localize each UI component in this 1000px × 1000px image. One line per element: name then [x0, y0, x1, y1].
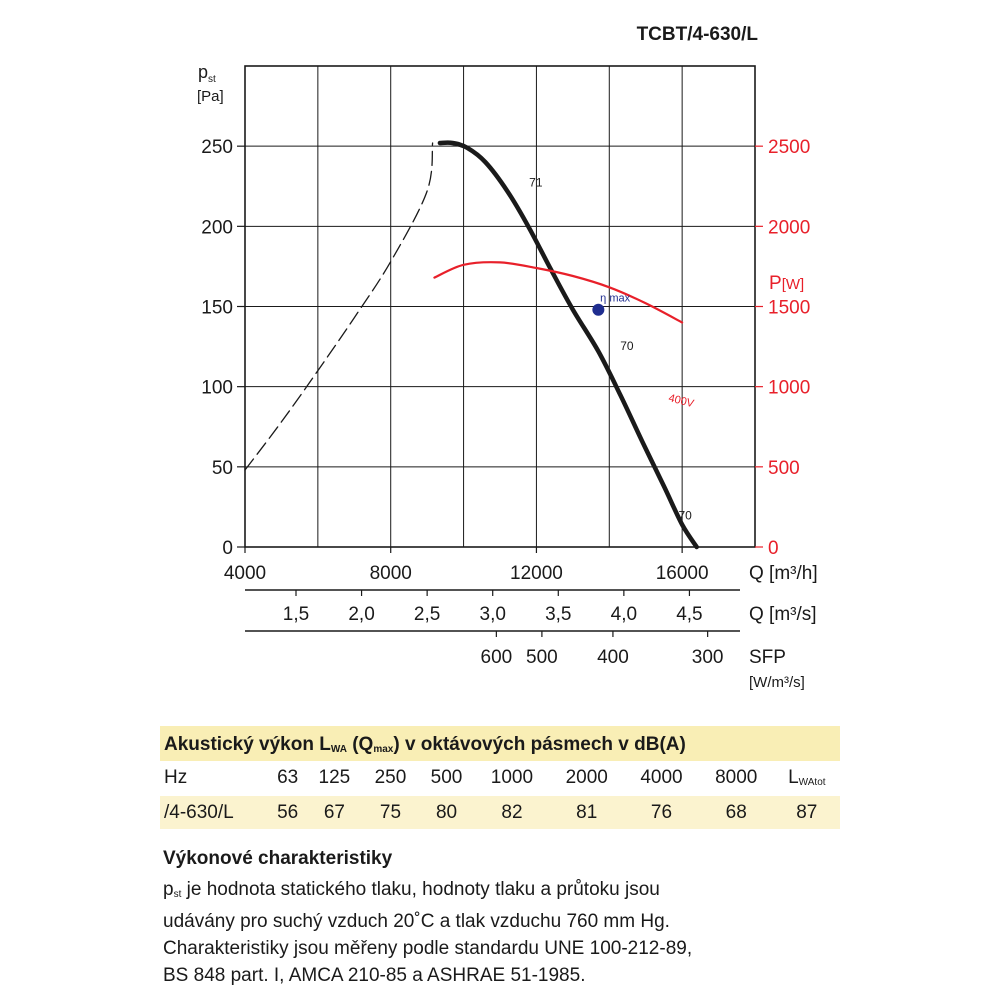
chart-labels: 0 50 100 150 200 250 pst [Pa] 0 500 1000 1500 2000 25…: [197, 62, 818, 691]
total-value: 87: [773, 796, 840, 829]
x-m3h-axis-title: Q [m³/h]: [749, 563, 818, 584]
performance-heading: Výkonové charakteristiky: [163, 848, 393, 869]
acoustic-table-header: Akustický výkon LWA (Qmax) v oktávových …: [160, 726, 840, 761]
level-8000: 68: [698, 796, 774, 829]
y-right-axis-title: P[W]: [769, 273, 804, 294]
level-2000: 81: [549, 796, 625, 829]
y-left-tick-label: 50: [212, 458, 233, 479]
level-125: 67: [306, 796, 363, 829]
y-left-tick-label: 150: [201, 298, 233, 319]
series-400V: [433, 261, 684, 324]
y-right-tick-label: 1500: [768, 298, 810, 319]
level-500: 80: [418, 796, 475, 829]
frequency-row: Hz 63 125 250 500 1000 2000 4000 8000 LWAtot: [160, 761, 840, 794]
x-sfp-tick-label: 400: [597, 647, 629, 668]
level-63: 56: [269, 796, 307, 829]
y-right-tick-label: 2500: [768, 137, 810, 158]
performance-line-1: pst je hodnota statického tlaku, hodnoty…: [163, 879, 660, 900]
y-left-tick-label: 250: [201, 137, 233, 158]
frequency-4000: 4000: [640, 766, 683, 788]
x-sfp-tick-label: 500: [526, 647, 558, 668]
chart-grid: [245, 66, 755, 547]
frequency-8000: 8000: [715, 766, 758, 788]
x-m3s-tick-label: 2,5: [414, 604, 440, 625]
y-left-axis-unit: [Pa]: [197, 88, 224, 105]
performance-line-2: udávány pro suchý vzduch 20˚C a tlak vzd…: [163, 911, 670, 932]
y-right-tick-label: 500: [768, 458, 800, 479]
performance-line-3: Charakteristiky jsou měřeny podle standa…: [163, 938, 693, 959]
y-right-tick-label: 2000: [768, 217, 810, 238]
performance-text: pst je hodnota statického tlaku, hodnoty…: [163, 876, 843, 989]
x-m3s-tick-label: 3,0: [480, 604, 506, 625]
x-m3h-tick-label: 12000: [510, 563, 563, 584]
x-sfp-axis-title: SFP: [749, 647, 786, 668]
performance-notes: Výkonové charakteristiky pst je hodnota …: [163, 845, 843, 989]
y-right-tick-label: 1000: [768, 378, 810, 399]
eta-max-point: [592, 303, 605, 316]
x-sfp-tick-label: 600: [481, 647, 513, 668]
efficiency-label: 70: [679, 509, 693, 523]
acoustic-title: Akustický výkon LWA (Qmax) v oktávových …: [160, 726, 840, 761]
x-m3s-axis-title: Q [m³/s]: [749, 604, 817, 625]
chart-axes: [237, 65, 763, 637]
series-label-400v: 400V: [667, 392, 695, 410]
x-m3s-tick-label: 4,0: [611, 604, 637, 625]
x-m3h-tick-label: 16000: [656, 563, 709, 584]
value-row: /4-630/L 56 67 75 80 82 81 76 68 87: [160, 796, 840, 829]
x-m3h-tick-label: 8000: [370, 563, 412, 584]
level-1000: 82: [474, 796, 550, 829]
performance-line-4: BS 848 part. I, AMCA 210-85 a ASHRAE 51-…: [163, 965, 586, 986]
row-label: /4-630/L: [160, 796, 269, 829]
frequency-500: 500: [430, 766, 463, 788]
x-m3s-tick-label: 2,0: [348, 604, 374, 625]
frequency-1000: 1000: [490, 766, 534, 788]
chart-series: [244, 140, 699, 550]
x-sfp-tick-label: 300: [692, 647, 724, 668]
efficiency-label: 70: [620, 339, 634, 353]
y-left-tick-label: 100: [201, 378, 233, 399]
efficiency-label: 71: [529, 175, 543, 189]
y-left-axis-title: pst: [198, 62, 216, 85]
frequency-2000: 2000: [565, 766, 608, 788]
level-250: 75: [362, 796, 419, 829]
x-m3s-tick-label: 4,5: [676, 604, 702, 625]
x-m3h-tick-label: 4000: [224, 563, 266, 584]
hz-label: Hz: [164, 766, 188, 788]
x-sfp-axis-unit: [W/m³/s]: [749, 674, 805, 691]
x-m3s-tick-label: 1,5: [283, 604, 309, 625]
level-4000: 76: [624, 796, 699, 829]
frequency-63: 63: [277, 766, 299, 788]
series-unstable-region: [244, 142, 434, 471]
y-left-tick-label: 200: [201, 217, 233, 238]
series-fan-pressure: [437, 140, 699, 550]
y-right-tick-label: 0: [768, 538, 779, 559]
fan-curve-chart: 0 50 100 150 200 250 pst [Pa] 0 500 1000 1500 2000 25…: [197, 62, 818, 691]
x-m3s-tick-label: 3,5: [545, 604, 571, 625]
eta-max-label: η max: [600, 293, 630, 305]
frequency-250: 250: [374, 766, 407, 788]
total-label: LWAtot: [788, 766, 826, 788]
model-title: TCBT/4-630/L: [636, 24, 758, 45]
frequency-125: 125: [318, 766, 351, 788]
acoustic-table: Akustický výkon LWA (Qmax) v oktávových …: [160, 726, 840, 829]
y-left-tick-label: 0: [222, 538, 233, 559]
